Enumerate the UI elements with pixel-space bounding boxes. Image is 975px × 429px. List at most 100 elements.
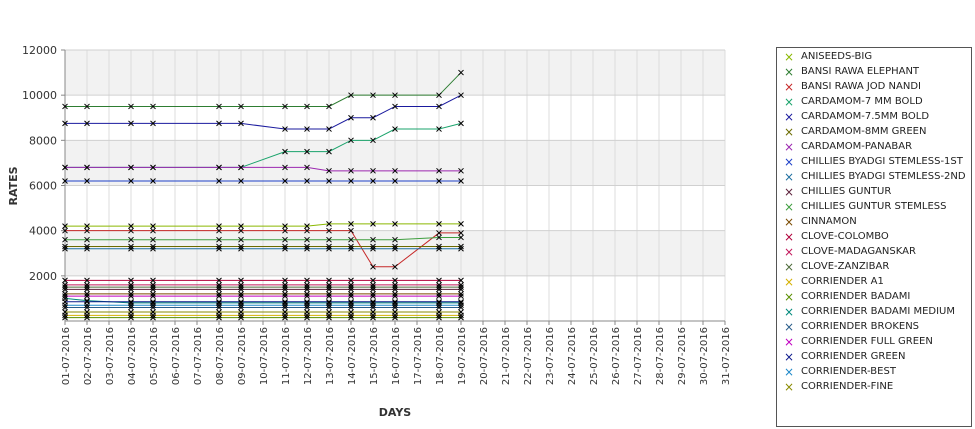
data-point	[62, 227, 68, 234]
legend-label: CARDAMOM-PANABAR	[801, 141, 913, 152]
data-point	[238, 243, 244, 250]
data-point	[282, 304, 288, 311]
legend-item: × CORRIENDER A1	[777, 276, 971, 288]
data-point	[370, 114, 376, 121]
data-point	[348, 284, 354, 290]
data-point	[84, 297, 90, 304]
data-point	[62, 164, 68, 171]
data-point	[326, 282, 332, 288]
data-point	[282, 164, 288, 171]
data-point	[150, 302, 156, 309]
data-point	[304, 227, 310, 234]
data-point	[84, 227, 90, 234]
data-point	[216, 164, 222, 171]
data-point	[282, 236, 288, 243]
data-point	[436, 245, 442, 252]
data-point	[370, 300, 376, 306]
data-point	[392, 92, 398, 99]
data-point	[150, 120, 156, 127]
data-point	[304, 243, 310, 250]
data-point	[282, 309, 288, 315]
x-tick-label: 23-07-2016	[545, 327, 556, 385]
data-point	[348, 277, 354, 284]
legend-marker-icon: ×	[783, 110, 795, 124]
series-line	[65, 166, 461, 172]
legend-item: × CLOVE-ZANZIBAR	[777, 261, 971, 273]
data-point	[392, 103, 398, 110]
data-point	[348, 286, 354, 293]
data-point	[282, 243, 288, 250]
data-point	[458, 120, 464, 127]
data-point	[128, 103, 134, 110]
data-point	[370, 309, 376, 315]
data-point	[238, 245, 244, 252]
data-point	[392, 126, 398, 132]
series-line	[64, 297, 461, 304]
data-point	[348, 282, 354, 288]
data-point	[84, 291, 90, 297]
data-point	[370, 167, 376, 174]
data-point	[128, 293, 134, 300]
x-tick-label: 25-07-2016	[589, 327, 600, 385]
data-point	[436, 300, 442, 306]
data-point	[392, 263, 398, 270]
data-point	[282, 227, 288, 234]
data-point	[458, 178, 464, 184]
data-point	[392, 284, 398, 290]
legend-marker-icon: ×	[783, 380, 795, 394]
legend-marker-icon: ×	[783, 245, 795, 259]
data-point	[62, 277, 68, 284]
data-point	[238, 120, 244, 127]
data-point	[392, 309, 398, 315]
data-point	[370, 178, 376, 184]
data-point	[238, 223, 244, 230]
data-point	[238, 293, 244, 300]
data-point	[84, 223, 90, 230]
legend-label: CARDAMOM-7 MM BOLD	[801, 96, 923, 107]
data-point	[150, 314, 156, 321]
data-point	[150, 286, 156, 293]
data-point	[282, 103, 288, 110]
data-point	[326, 236, 332, 243]
data-point	[216, 223, 222, 230]
legend-label: CLOVE-ZANZIBAR	[801, 261, 890, 272]
data-point	[458, 291, 464, 297]
data-point	[392, 304, 398, 311]
x-tick-label: 31-07-2016	[721, 327, 732, 385]
legend-marker-icon: ×	[783, 275, 795, 289]
x-tick-label: 24-07-2016	[567, 327, 578, 385]
data-point	[436, 243, 442, 250]
legend-marker-icon: ×	[783, 140, 795, 154]
x-tick-label: 18-07-2016	[435, 327, 446, 385]
series-line	[65, 236, 461, 241]
legend-label: CORRIENDER A1	[801, 276, 884, 287]
data-point	[62, 293, 68, 300]
legend-marker-icon: ×	[783, 95, 795, 109]
data-point	[216, 243, 222, 250]
legend-marker-icon: ×	[783, 305, 795, 319]
data-point	[436, 103, 442, 110]
legend-marker-icon: ×	[783, 65, 795, 79]
data-point	[348, 92, 354, 99]
legend-label: CORRIENDER BADAMI	[801, 291, 911, 302]
x-tick-label: 16-07-2016	[391, 327, 402, 385]
x-tick-label: 21-07-2016	[501, 327, 512, 385]
data-point	[436, 167, 442, 174]
legend-item: × CLOVE-COLOMBO	[777, 231, 971, 243]
data-point	[216, 236, 222, 243]
legend-marker-icon: ×	[783, 320, 795, 334]
data-point	[150, 300, 156, 306]
data-point	[128, 286, 134, 293]
data-point	[392, 221, 398, 227]
legend-item: × BANSI RAWA ELEPHANT	[777, 66, 971, 78]
data-point	[128, 282, 134, 288]
x-tick-label: 15-07-2016	[369, 327, 380, 385]
data-point	[370, 293, 376, 300]
data-point	[392, 282, 398, 288]
data-point	[348, 304, 354, 311]
data-point	[458, 284, 464, 290]
data-point	[282, 223, 288, 230]
data-point	[216, 284, 222, 290]
data-point	[304, 277, 310, 284]
data-point	[84, 178, 90, 184]
